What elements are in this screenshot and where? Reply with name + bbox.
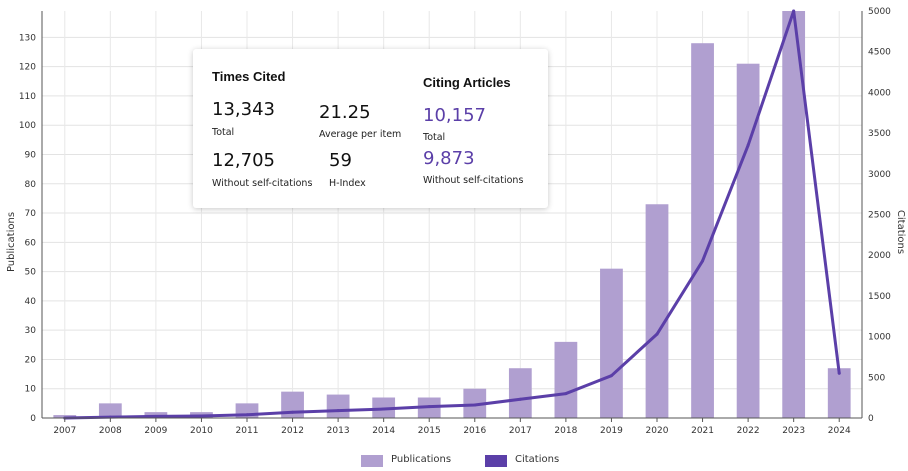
- publications-bar: [554, 341, 578, 418]
- citations-point: [518, 397, 522, 401]
- x-tick-label: 2007: [53, 426, 76, 436]
- right-axis-tick-labels: 0 500 1000 1500 2000 2500 3000 3500 4000 4500 5000: [868, 7, 891, 424]
- without-self-citations-value: 12,705: [212, 150, 275, 171]
- y2-tick-label: 3000: [868, 170, 891, 180]
- legend-citations-label[interactable]: Citations: [515, 454, 560, 465]
- y-tick-label: 20: [25, 355, 37, 365]
- citations-line-group: [63, 9, 841, 420]
- x-tick-label: 2011: [236, 426, 259, 436]
- y2-tick-label: 4500: [868, 48, 891, 58]
- x-tick-label: 2010: [190, 426, 213, 436]
- citations-point: [837, 371, 841, 375]
- publications-bar: [600, 268, 623, 418]
- y2-tick-label: 3500: [868, 129, 891, 139]
- x-tick-label: 2018: [554, 426, 577, 436]
- y-tick-label: 100: [19, 121, 36, 131]
- publications-bar: [463, 388, 487, 418]
- left-axis-tick-labels: 0 10 20 30 40 50 60 70 80 90 100 110 120 130: [19, 33, 36, 424]
- citations-point: [473, 403, 477, 407]
- y-tick-label: 70: [25, 209, 37, 219]
- citations-point: [427, 405, 431, 409]
- times-cited-total-value: 13,343: [212, 99, 275, 120]
- publications-bar: [326, 394, 350, 418]
- publications-bar: [736, 63, 760, 418]
- citations-point: [336, 409, 340, 413]
- citations-point: [199, 414, 203, 418]
- x-tick-label: 2023: [782, 426, 805, 436]
- y-tick-label: 130: [19, 33, 36, 43]
- x-tick-label: 2024: [828, 426, 851, 436]
- citing-articles-without-value: 9,873: [423, 148, 475, 169]
- h-index-value: 59: [329, 150, 352, 171]
- x-axis-tick-labels: 2007 2008 2009 2010 2011 2012 2013 2014 2015 2016…: [53, 426, 851, 436]
- x-tick-label: 2022: [737, 426, 760, 436]
- citations-point: [609, 374, 613, 378]
- y-tick-label: 60: [25, 238, 37, 248]
- y2-tick-label: 0: [868, 414, 874, 424]
- times-cited-total-label: Total: [212, 127, 235, 138]
- publications-bar: [645, 204, 669, 418]
- y2-axis-title: Citations: [895, 210, 906, 254]
- y-axis-title: Publications: [6, 212, 17, 272]
- legend-citations-swatch[interactable]: [485, 455, 507, 467]
- average-per-item-label: Average per item: [319, 129, 402, 140]
- y-tick-label: 90: [25, 150, 37, 160]
- y2-tick-label: 2000: [868, 251, 891, 261]
- publications-bar: [827, 368, 851, 418]
- citations-point: [655, 332, 659, 336]
- x-tick-label: 2012: [281, 426, 304, 436]
- x-tick-label: 2015: [418, 426, 441, 436]
- x-tick-label: 2013: [327, 426, 350, 436]
- citations-point: [701, 259, 705, 263]
- citing-articles-heading: Citing Articles: [423, 75, 511, 90]
- citations-line: [63, 9, 841, 420]
- y-tick-label: 40: [25, 297, 37, 307]
- x-tick-label: 2009: [144, 426, 167, 436]
- citing-articles-total-value: 10,157: [423, 105, 486, 126]
- y-tick-label: 110: [19, 92, 36, 102]
- citations-point: [154, 414, 158, 418]
- h-index-label: H-Index: [329, 178, 366, 189]
- average-per-item-value: 21.25: [319, 102, 371, 123]
- y2-tick-label: 1000: [868, 333, 891, 343]
- y2-tick-label: 1500: [868, 292, 891, 302]
- x-tick-label: 2008: [99, 426, 122, 436]
- citations-point: [564, 392, 568, 396]
- y2-tick-label: 4000: [868, 88, 891, 98]
- x-tick-label: 2017: [509, 426, 532, 436]
- without-self-citations-label: Without self-citations: [212, 178, 313, 189]
- x-tick-label: 2014: [372, 426, 395, 436]
- citations-point: [746, 143, 750, 147]
- axes: [41, 11, 863, 422]
- citing-articles-total-label: Total: [423, 132, 446, 143]
- x-tick-label: 2016: [463, 426, 486, 436]
- publications-bar: [98, 403, 122, 418]
- legend-publications-label[interactable]: Publications: [391, 454, 452, 465]
- citing-articles-without-label: Without self-citations: [423, 175, 524, 186]
- legend: Publications Citations: [0, 450, 908, 470]
- citations-point: [792, 9, 796, 13]
- citations-point: [291, 410, 295, 414]
- y-tick-label: 50: [25, 268, 37, 278]
- citations-point: [382, 407, 386, 411]
- stats-card: Times Cited 13,343 Total 21.25 Average p…: [193, 49, 548, 208]
- y2-tick-label: 2500: [868, 211, 891, 221]
- y-tick-label: 80: [25, 180, 37, 190]
- publications-bar: [691, 43, 714, 419]
- x-tick-label: 2020: [646, 426, 669, 436]
- publications-bar: [508, 368, 532, 418]
- legend-publications-swatch[interactable]: [361, 455, 383, 467]
- y2-tick-label: 5000: [868, 7, 891, 17]
- x-tick-label: 2019: [600, 426, 623, 436]
- citations-point: [245, 413, 249, 417]
- publications-bar: [782, 11, 806, 418]
- y2-tick-label: 500: [868, 373, 885, 383]
- y-tick-label: 120: [19, 63, 36, 73]
- times-cited-heading: Times Cited: [212, 69, 286, 84]
- y-tick-label: 10: [25, 385, 37, 395]
- x-tick-label: 2021: [691, 426, 714, 436]
- y-tick-label: 0: [30, 414, 36, 424]
- y-tick-label: 30: [25, 326, 37, 336]
